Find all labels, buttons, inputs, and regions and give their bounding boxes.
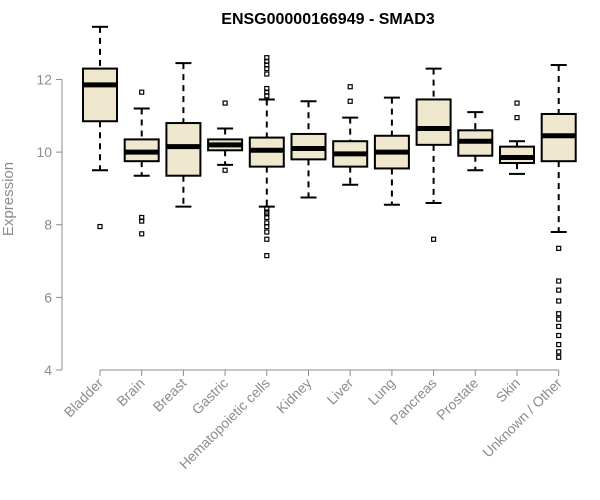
outlier-point (431, 236, 437, 242)
box-bladder (82, 25, 118, 230)
outlier-point (139, 218, 145, 224)
x-tick-label: Unknown / Other (479, 375, 565, 461)
outlier-point (556, 323, 562, 330)
outlier-point (556, 298, 562, 304)
outlier-point (139, 231, 145, 237)
outlier-point (556, 341, 562, 348)
box-kidney (290, 100, 327, 199)
box-liver (332, 84, 369, 186)
box-series (82, 25, 577, 360)
box-brain (123, 89, 160, 237)
outlier-point (556, 354, 562, 360)
outlier-point (264, 93, 270, 99)
y-tick-label: 6 (44, 289, 52, 305)
outlier-point (264, 214, 270, 221)
iqr-box (82, 67, 118, 123)
box-skin (499, 100, 535, 175)
outlier-point (264, 65, 270, 72)
outlier-point (264, 236, 270, 242)
x-tick-label: Brain (113, 375, 147, 409)
x-tick-label: Breast (150, 375, 190, 415)
x-tick-label: Lung (365, 375, 398, 408)
y-tick-label: 4 (44, 362, 52, 378)
box-hematopoietic-cells (248, 55, 285, 259)
outlier-point (264, 223, 270, 230)
y-axis-label: Expression (0, 162, 17, 236)
y-axis: 4 6 8 10 12 (36, 71, 63, 378)
outlier-point (556, 349, 562, 355)
box-lung (373, 96, 410, 206)
chart-title: ENSG00000166949 - SMAD3 (221, 11, 435, 28)
y-tick-label: 8 (44, 217, 52, 233)
x-tick-label: Prostate (433, 375, 481, 423)
outlier-point (97, 223, 103, 230)
outlier-point (514, 100, 520, 106)
x-tick-label: Bladder (61, 375, 107, 421)
iqr-box (499, 145, 535, 165)
y-tick-label: 10 (36, 144, 52, 160)
outlier-point (556, 316, 562, 322)
box-prostate (457, 111, 494, 172)
outlier-point (222, 100, 228, 106)
outlier-point (139, 89, 145, 95)
outlier-point (556, 278, 562, 284)
x-tick-label: Liver (324, 375, 357, 408)
outlier-point (556, 332, 562, 339)
iqr-box (415, 98, 452, 146)
box-gastric (207, 100, 244, 173)
outlier-point (514, 115, 520, 121)
outlier-point (347, 84, 353, 90)
outlier-point (556, 287, 562, 293)
outlier-point (264, 253, 270, 259)
box-pancreas (415, 67, 452, 242)
outlier-point (347, 98, 353, 104)
outlier-point (556, 311, 562, 317)
outlier-point (222, 167, 228, 173)
x-tick-label: Kidney (273, 375, 315, 417)
outlier-point (264, 71, 270, 77)
iqr-box (165, 122, 202, 177)
x-tick-label: Skin (493, 375, 524, 406)
outlier-point (556, 245, 562, 251)
y-tick-label: 12 (36, 71, 52, 87)
box-unknown-other (540, 63, 577, 360)
box-breast (165, 62, 202, 208)
outlier-point (264, 229, 270, 235)
